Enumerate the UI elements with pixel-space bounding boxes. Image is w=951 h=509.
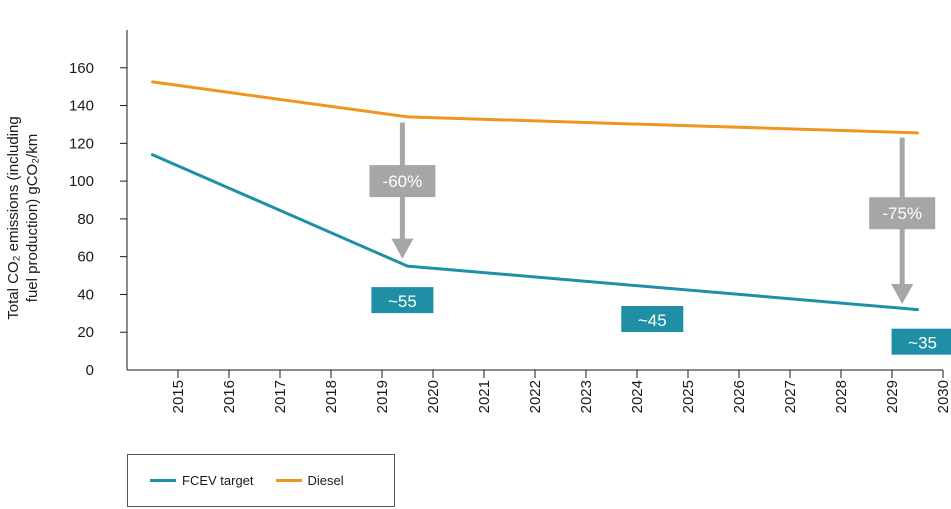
x-tick-label: 2022: [527, 380, 544, 413]
x-tick-label: 2018: [323, 380, 340, 413]
reduction-arrow-head: [891, 284, 914, 304]
x-tick-label: 2021: [476, 380, 493, 413]
y-tick-label: 40: [77, 286, 94, 303]
x-tick-label: 2016: [221, 380, 238, 413]
legend-item-diesel: Diesel: [275, 473, 344, 488]
y-tick-label: 160: [69, 60, 94, 77]
value-label-text: ~55: [388, 292, 417, 311]
y-tick-label: 80: [77, 211, 94, 228]
annotation-value-55: ~55: [371, 287, 434, 314]
reduction-label-box: [869, 197, 936, 230]
annotations: -60% -75% ~55 ~45 ~35: [369, 122, 951, 355]
x-tick-label: 2015: [170, 380, 187, 413]
axes: [126, 30, 943, 371]
legend-label-diesel: Diesel: [307, 473, 344, 488]
series-line-fcev-target: [151, 153, 919, 312]
reduction-label-box: [369, 165, 436, 198]
x-tick-label: 2019: [374, 380, 391, 413]
annotation-reduction-60: -60%: [369, 122, 436, 259]
y-tick-label: 0: [86, 362, 94, 379]
value-label-box: [621, 306, 684, 332]
y-axis-label-line-2: fuel production) gCO₂/km: [24, 134, 41, 302]
reduction-label-text: -60%: [383, 172, 423, 191]
series-lines: [151, 80, 919, 312]
x-tick-label: 2030: [935, 380, 951, 413]
series-line-diesel: [151, 80, 919, 135]
x-tick-label: 2026: [731, 380, 748, 413]
annotation-value-35: ~35: [891, 328, 951, 355]
y-axis-label: Total CO₂ emissions (including fuel prod…: [5, 116, 41, 319]
x-tick-label: 2023: [578, 380, 595, 413]
value-label-box: [371, 287, 434, 314]
legend-swatch-diesel: [275, 479, 302, 482]
y-tick-label: 100: [69, 173, 94, 190]
legend-label-fcev: FCEV target: [182, 473, 254, 488]
y-tick-label: 60: [77, 249, 94, 266]
x-tick-label: 2020: [425, 380, 442, 413]
annotation-value-45: ~45: [621, 306, 684, 332]
x-tick-label: 2024: [629, 380, 646, 413]
y-ticks: 0 20 40 60 80 100 120 140 160: [69, 60, 127, 379]
legend: FCEV target Diesel: [127, 454, 395, 507]
legend-item-fcev: FCEV target: [150, 473, 254, 488]
x-tick-label: 2017: [272, 380, 289, 413]
value-label-text: ~35: [908, 334, 937, 353]
y-tick-label: 120: [69, 135, 94, 152]
reduction-label-text: -75%: [882, 204, 922, 223]
y-tick-label: 20: [77, 324, 94, 341]
x-ticks: 2015 2016 2017 2018 2019 2020 2021 2022 2023 2024…: [170, 370, 951, 413]
y-axis-label-line-1: Total CO₂ emissions (including: [5, 116, 22, 319]
value-label-box: [891, 328, 951, 355]
x-tick-label: 2028: [833, 380, 850, 413]
x-tick-label: 2029: [884, 380, 901, 413]
x-tick-label: 2025: [680, 380, 697, 413]
value-label-text: ~45: [638, 311, 667, 330]
annotation-reduction-75: -75%: [869, 137, 936, 304]
x-tick-label: 2027: [782, 380, 799, 413]
reduction-arrow-head: [391, 238, 414, 259]
y-tick-label: 140: [69, 98, 94, 115]
legend-swatch-fcev: [150, 479, 176, 482]
